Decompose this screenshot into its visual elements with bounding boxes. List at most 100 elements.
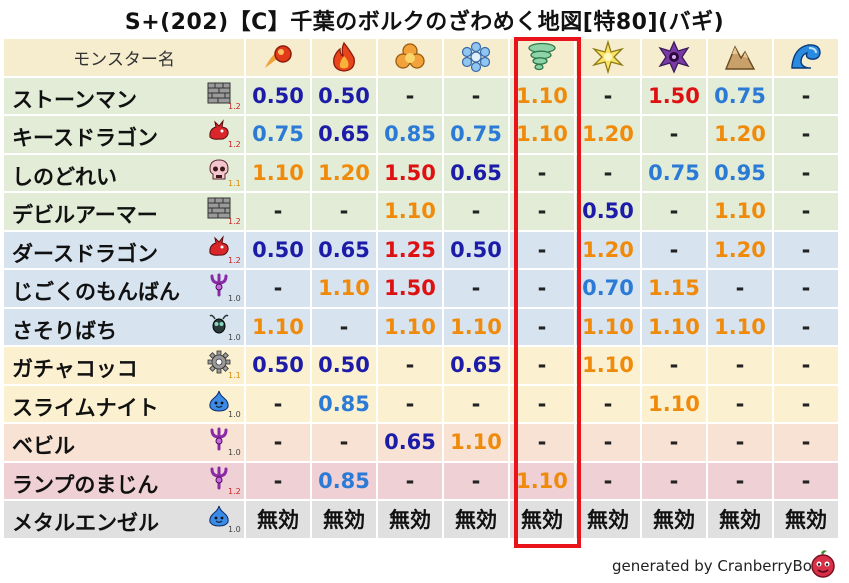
- resistance-value: -: [774, 424, 838, 461]
- monster-name-cell: デビルアーマー 1.2: [4, 193, 244, 230]
- resistance-value: 0.75: [708, 77, 772, 114]
- resistance-value: 0.75: [444, 116, 508, 153]
- table-row: ダースドラゴン 1.2 0.50 0.65 1.25 0.50-1.20-1.20-: [4, 231, 838, 268]
- resistance-value: -: [444, 270, 508, 307]
- resistance-value: 1.50: [378, 154, 442, 191]
- monster-name: ストーンマン: [12, 87, 137, 112]
- resistance-value: 0.50: [246, 77, 310, 114]
- resistance-value: 0.85: [312, 385, 376, 422]
- resistance-value: -: [246, 462, 310, 499]
- resistance-value: 1.10: [576, 308, 640, 345]
- monster-name-cell: じごくのもんばん 1.0: [4, 270, 244, 307]
- resistance-value: 1.50: [642, 77, 706, 114]
- resistance-value: -: [444, 385, 508, 422]
- monster-level: 1.2: [228, 486, 241, 496]
- monster-name: キースドラゴン: [12, 126, 158, 150]
- monster-name: ランプのまじん: [12, 472, 159, 497]
- resistance-value: -: [510, 424, 574, 461]
- monster-name-cell: さそりばち 1.0: [4, 308, 244, 345]
- resistance-value: -: [510, 231, 574, 268]
- resistance-value: 1.10: [444, 424, 508, 461]
- red-dragon-icon: [207, 119, 231, 143]
- resistance-value: -: [774, 385, 838, 422]
- element-column-header: [312, 39, 376, 76]
- table-row: ランプのまじん 1.2-0.85- -1.10- - - -: [4, 462, 838, 499]
- monster-level: 1.0: [228, 294, 241, 303]
- element-column-header: [708, 39, 772, 76]
- resistance-value: 無効: [576, 501, 640, 538]
- resistance-value: -: [378, 462, 442, 499]
- resistance-value: -: [708, 270, 772, 307]
- resistance-value: -: [246, 270, 310, 307]
- monster-level: 1.1: [228, 371, 241, 380]
- resistance-value: -: [378, 347, 442, 384]
- water-wave-icon: [789, 40, 823, 74]
- resistance-value: -: [444, 193, 508, 230]
- blue-slime-icon: [207, 389, 231, 413]
- resistance-value: 0.70: [576, 270, 640, 307]
- resistance-value: 1.50: [378, 270, 442, 307]
- resistance-value: -: [642, 347, 706, 384]
- resistance-value: 0.85: [378, 116, 442, 153]
- resistance-value: -: [642, 116, 706, 153]
- flame-icon: [327, 40, 361, 74]
- ice-crystal-icon: [459, 40, 493, 74]
- monster-name: スライムナイト: [12, 395, 159, 420]
- tornado-icon: [525, 40, 559, 74]
- resistance-value: 1.10: [378, 308, 442, 345]
- resistance-value: -: [576, 424, 640, 461]
- monster-name-cell: しのどれい 1.1: [4, 154, 244, 191]
- monster-level: 1.0: [228, 409, 241, 419]
- brick-wall-icon: [207, 196, 231, 220]
- resistance-value: 1.20: [576, 116, 640, 153]
- resistance-value: -: [774, 77, 838, 114]
- resistance-value: -: [708, 385, 772, 422]
- monster-name-header: モンスター名: [4, 39, 244, 76]
- table-body: ストーンマン 1.2 0.50 0.50- -1.10-1.50 0.75- キースドラゴン…: [4, 77, 838, 538]
- resistance-value: -: [642, 424, 706, 461]
- lightning-burst-icon: [591, 40, 625, 75]
- element-column-header: [774, 39, 838, 76]
- resistance-value: 0.75: [246, 116, 310, 153]
- resistance-value: 1.10: [312, 270, 376, 307]
- resistance-value: -: [312, 424, 376, 461]
- resistance-value: 1.10: [378, 193, 442, 230]
- element-column-header: [378, 39, 442, 76]
- element-column-header: [642, 39, 706, 76]
- resistance-value: 無効: [708, 501, 772, 538]
- resistance-value: 1.15: [642, 270, 706, 307]
- resistance-value: 0.85: [312, 462, 376, 499]
- element-column-header: [510, 39, 574, 76]
- monster-level: 1.0: [228, 525, 241, 534]
- monster-level: 1.2: [228, 255, 241, 265]
- resistance-value: -: [510, 193, 574, 230]
- table-row: しのどれい 1.1 1.10 1.20 1.50 0.65- -0.75 0.95-: [4, 154, 838, 191]
- footer-credit: generated by CranberryBot: [612, 557, 818, 575]
- monster-name: さそりばち: [12, 318, 117, 343]
- resistance-table: モンスター名 ストーンマン 1.2 0.50 0.50- -1.10-1.50 0.75-…: [2, 37, 840, 540]
- resistance-value: 1.10: [444, 308, 508, 345]
- resistance-value: 1.20: [708, 116, 772, 153]
- resistance-value: 0.50: [576, 193, 640, 230]
- resistance-value: -: [642, 462, 706, 499]
- resistance-value: -: [642, 193, 706, 230]
- earth-rocks-icon: [723, 40, 757, 74]
- resistance-value: -: [774, 270, 838, 307]
- table-row: スライムナイト 1.0-0.85- - - -1.10- -: [4, 385, 838, 422]
- monster-name-cell: ストーンマン 1.2: [4, 77, 244, 114]
- monster-level: 1.0: [228, 448, 241, 457]
- blue-slime-icon: [207, 504, 231, 528]
- monster-name: じごくのもんばん: [12, 280, 180, 304]
- element-column-header: [576, 39, 640, 76]
- monster-level: 1.2: [228, 101, 241, 111]
- resistance-value: -: [510, 347, 574, 384]
- resistance-value: -: [510, 154, 574, 191]
- monster-name-cell: キースドラゴン 1.2: [4, 116, 244, 153]
- resistance-value: -: [642, 231, 706, 268]
- table-row: さそりばち 1.0 1.10-1.10 1.10-1.10 1.10 1.10-: [4, 308, 838, 345]
- table-row: ガチャコッコ 1.1 0.50 0.50-0.65-1.10- - -: [4, 347, 838, 384]
- resistance-value: 1.25: [378, 231, 442, 268]
- resistance-value: -: [774, 462, 838, 499]
- dark-swirl-icon: [657, 40, 691, 74]
- resistance-value: 1.20: [312, 154, 376, 191]
